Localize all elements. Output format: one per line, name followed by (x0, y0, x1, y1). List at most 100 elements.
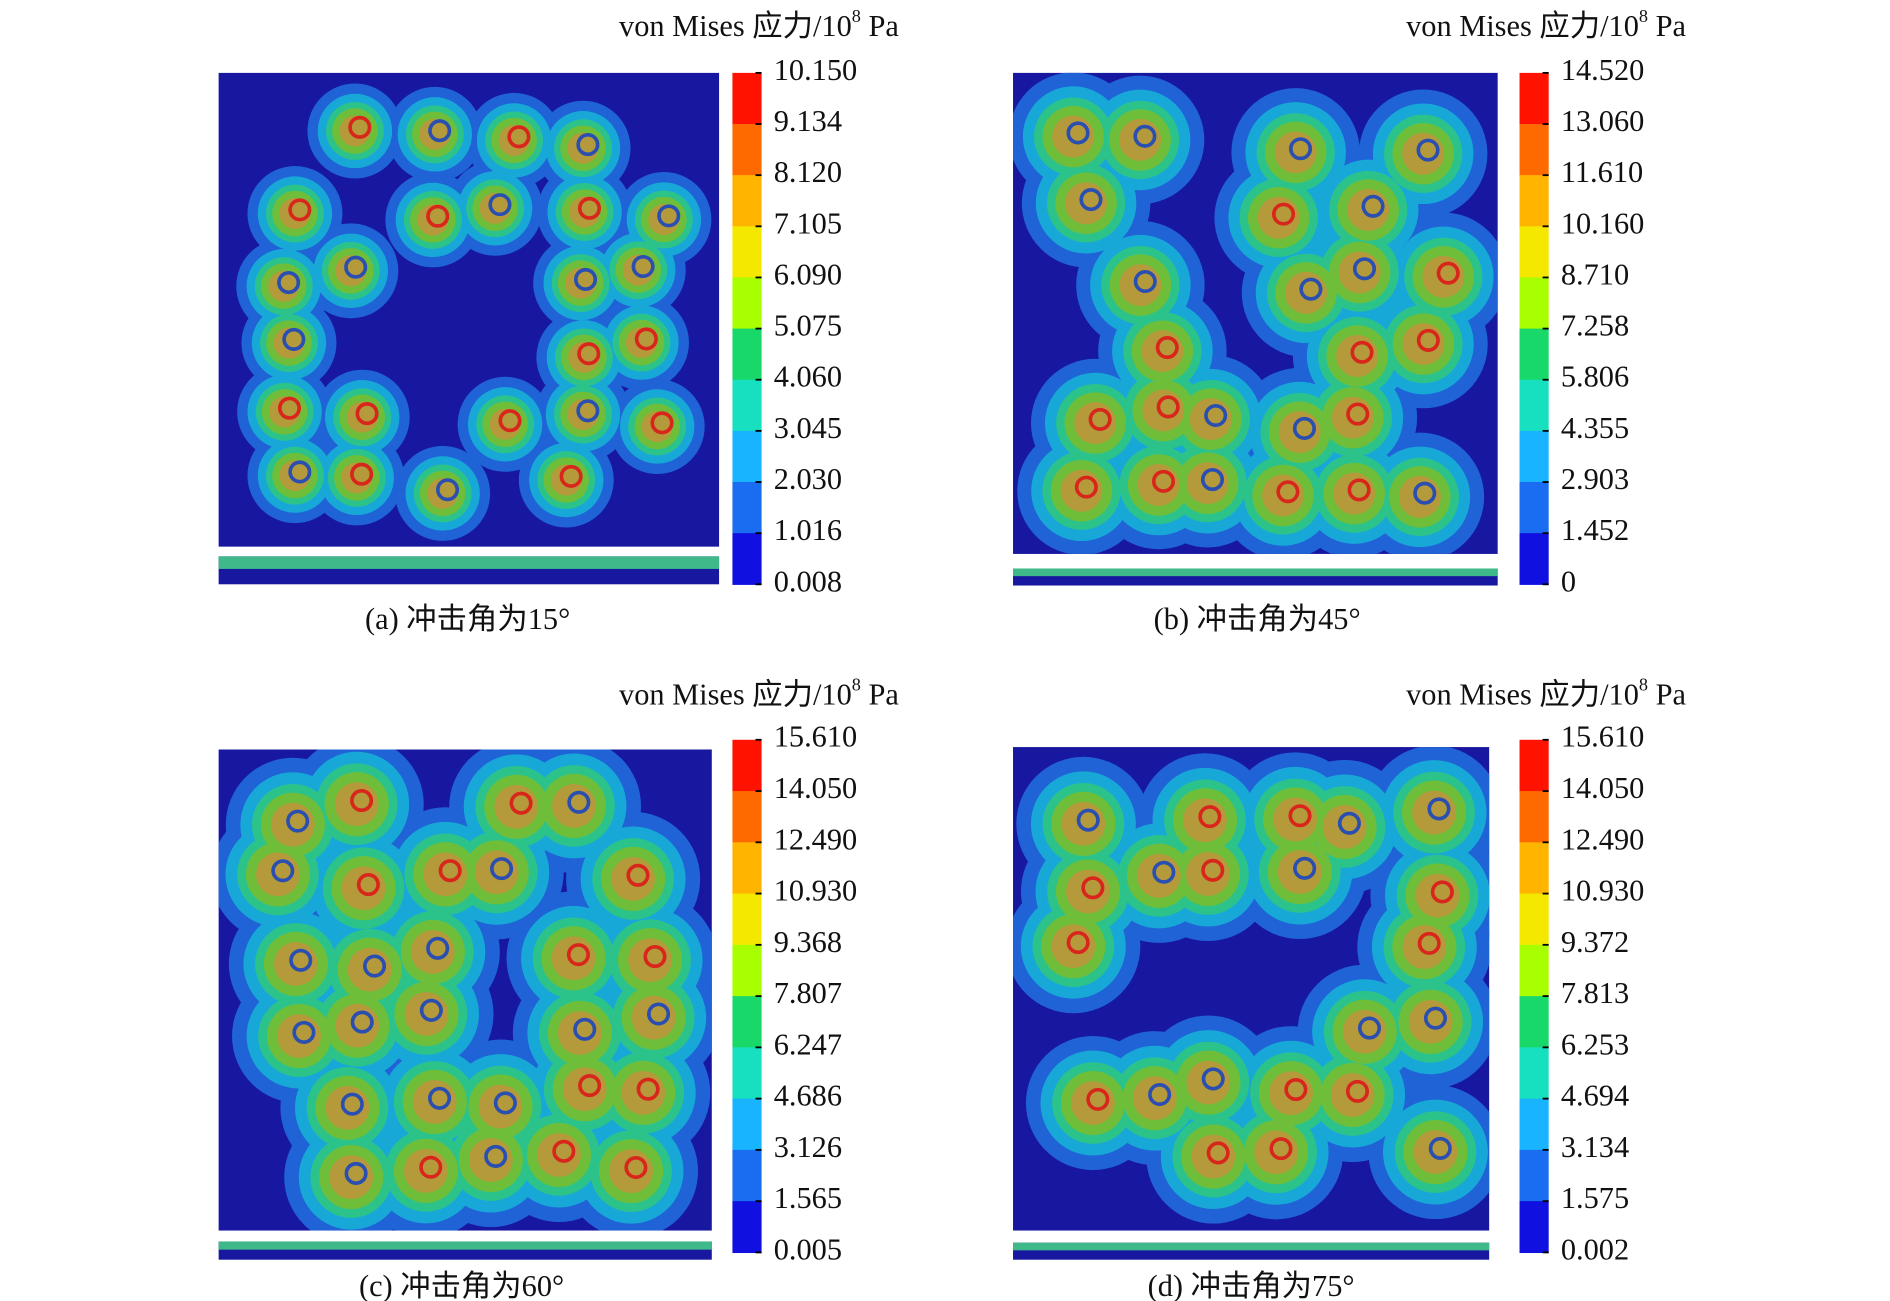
crater (1151, 469, 1176, 493)
crater (1423, 1006, 1448, 1030)
colorbar-label: 5.075 (774, 309, 842, 343)
crater (1416, 328, 1440, 352)
stress-region (419, 118, 451, 150)
crater (1133, 269, 1157, 294)
colorbar-title: von Mises 应力/108 Pa (619, 675, 899, 712)
colorbar-label: 10.160 (1561, 206, 1644, 240)
colorbar-band (732, 124, 762, 176)
crater (490, 857, 514, 881)
stress-region (479, 192, 511, 224)
crater (1204, 403, 1228, 428)
colorbar-label: 9.368 (774, 925, 842, 959)
crater (657, 204, 681, 228)
colorbar-band (732, 430, 762, 483)
colorbar-label: 3.134 (1561, 1130, 1629, 1164)
colorbar-band (1519, 482, 1549, 534)
section-strip-top (1013, 568, 1498, 577)
colorbar-band (732, 996, 762, 1048)
stress-region (648, 204, 680, 235)
colorbar-title: von Mises 应力/108 Pa (1406, 6, 1686, 43)
colorbar-label: 15.610 (1561, 720, 1644, 754)
crater (559, 464, 583, 488)
crater (1079, 188, 1103, 212)
colorbar-label: 3.045 (774, 411, 842, 445)
colorbar-band (732, 739, 762, 792)
stress-region (279, 460, 311, 492)
stress-region (498, 124, 530, 156)
crater (1152, 860, 1176, 884)
colorbar-band (732, 1149, 762, 1202)
crater (573, 1017, 597, 1041)
colorbar-band (732, 72, 762, 125)
colorbar-band (732, 379, 762, 432)
colorbar-label: 7.807 (774, 976, 842, 1010)
colorbar-label: 14.050 (1561, 771, 1644, 805)
crater (1413, 481, 1437, 505)
crater (647, 1002, 671, 1026)
crater (1357, 1016, 1382, 1040)
crater (650, 411, 674, 435)
crater (577, 196, 602, 220)
crater (634, 327, 658, 351)
crater (277, 270, 301, 295)
colorbar-band (1519, 277, 1549, 330)
stress-region (550, 464, 582, 496)
title-exponent: 8 (1639, 675, 1648, 695)
colorbar-label: 1.575 (1561, 1181, 1629, 1215)
colorbar-band (1519, 379, 1549, 432)
colorbar-label: 4.694 (1561, 1079, 1629, 1113)
colorbar-label: 5.806 (1561, 360, 1629, 394)
crater (484, 1144, 508, 1168)
colorbar-band (732, 791, 762, 843)
crater (271, 859, 295, 883)
colorbar-label: 4.355 (1561, 411, 1629, 445)
colorbar-band (1519, 1149, 1549, 1202)
crater (1345, 1079, 1370, 1103)
crater (419, 998, 443, 1022)
colorbar-band (732, 533, 762, 585)
crater (507, 125, 531, 149)
crater (1276, 480, 1300, 504)
crater (576, 133, 600, 157)
crater (567, 790, 591, 814)
crater (509, 791, 533, 815)
colorbar-label: 6.090 (774, 257, 842, 291)
colorbar-label: 13.060 (1561, 104, 1644, 138)
section-strip-top (1013, 1242, 1490, 1251)
crater (1350, 340, 1374, 364)
caption: (b) 冲击角为45° (1154, 602, 1361, 636)
colorbar-band (732, 328, 762, 381)
colorbar-band (732, 482, 762, 534)
crater (1198, 805, 1222, 829)
colorbar-band (1519, 791, 1549, 843)
contour-plot (236, 83, 712, 541)
crater (288, 460, 312, 484)
colorbar-label: 2.030 (774, 462, 842, 496)
crater (1086, 1087, 1110, 1111)
colorbar-label: 1.565 (774, 1181, 842, 1215)
colorbar-label: 12.490 (774, 822, 857, 856)
crater (355, 402, 379, 426)
contour-plot (218, 749, 712, 1231)
title-exponent: 8 (852, 675, 861, 695)
colorbar-label: 1.016 (774, 513, 842, 547)
crater (643, 944, 667, 969)
stress-region (622, 254, 654, 286)
colorbar-band (732, 893, 762, 946)
crater (1155, 335, 1179, 360)
colorbar-label: 0.005 (774, 1232, 842, 1266)
colorbar-label: 4.686 (774, 1079, 842, 1113)
crater (1066, 931, 1090, 955)
colorbar-band (1519, 175, 1549, 227)
crater (438, 859, 462, 883)
stress-region (273, 327, 305, 359)
crater (1347, 478, 1371, 502)
section-strip-top (218, 556, 720, 569)
crater (1133, 124, 1157, 148)
crater (350, 1010, 374, 1034)
colorbar-label: 4.060 (774, 360, 842, 394)
crater (1156, 395, 1180, 419)
colorbar-label: 15.610 (774, 720, 857, 754)
crater (1066, 121, 1090, 145)
crater (1352, 257, 1377, 281)
